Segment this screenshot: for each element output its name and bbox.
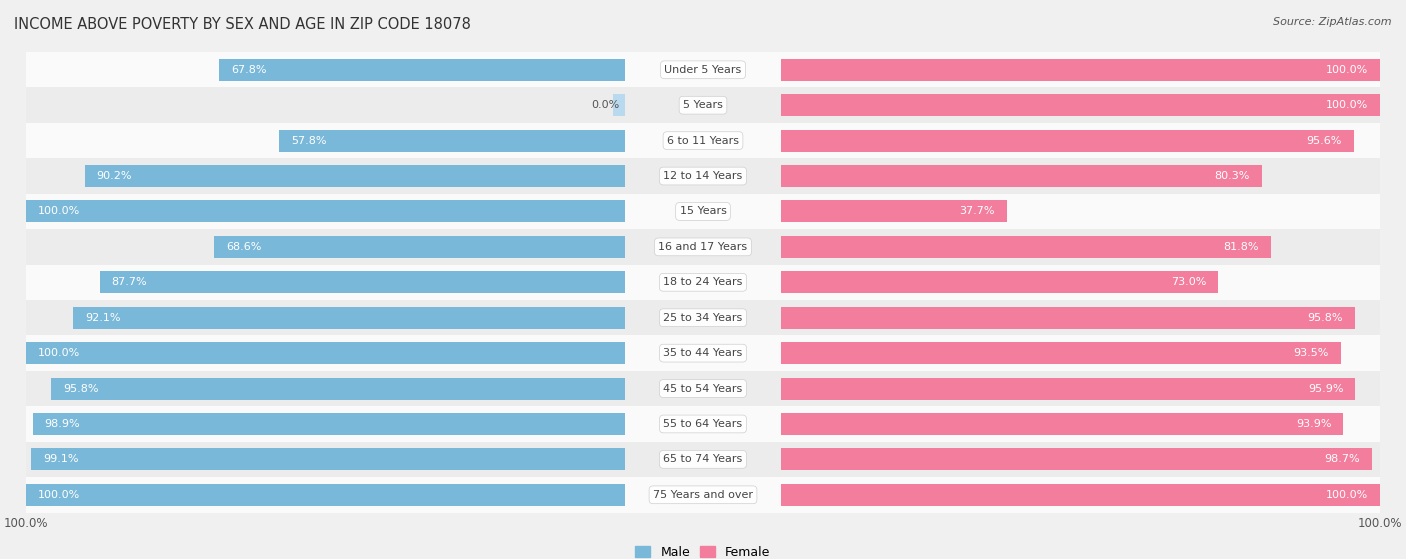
Text: 93.5%: 93.5% xyxy=(1294,348,1329,358)
Bar xyxy=(73,307,626,329)
Text: 90.2%: 90.2% xyxy=(97,171,132,181)
Bar xyxy=(780,307,1355,329)
Text: 95.6%: 95.6% xyxy=(1306,136,1341,146)
Text: 99.1%: 99.1% xyxy=(44,454,79,465)
Text: 73.0%: 73.0% xyxy=(1171,277,1206,287)
Bar xyxy=(780,413,1343,435)
Bar xyxy=(219,59,626,80)
Bar xyxy=(780,94,1379,116)
Text: 55 to 64 Years: 55 to 64 Years xyxy=(664,419,742,429)
Bar xyxy=(780,484,1379,506)
Bar xyxy=(780,342,1341,364)
Text: 37.7%: 37.7% xyxy=(959,206,995,216)
Bar xyxy=(27,484,626,506)
Bar xyxy=(780,271,1218,293)
Text: 95.9%: 95.9% xyxy=(1308,383,1343,394)
Text: 15 Years: 15 Years xyxy=(679,206,727,216)
Text: 35 to 44 Years: 35 to 44 Years xyxy=(664,348,742,358)
Text: 95.8%: 95.8% xyxy=(63,383,98,394)
Bar xyxy=(780,448,1372,470)
Text: 57.8%: 57.8% xyxy=(291,136,326,146)
Text: INCOME ABOVE POVERTY BY SEX AND AGE IN ZIP CODE 18078: INCOME ABOVE POVERTY BY SEX AND AGE IN Z… xyxy=(14,17,471,32)
Bar xyxy=(27,342,626,364)
Bar xyxy=(27,158,1379,194)
Bar xyxy=(27,442,1379,477)
Bar xyxy=(27,52,1379,88)
Text: 100.0%: 100.0% xyxy=(1326,490,1368,500)
Bar xyxy=(27,300,1379,335)
Text: 87.7%: 87.7% xyxy=(111,277,148,287)
Bar xyxy=(278,130,626,151)
Text: 80.3%: 80.3% xyxy=(1215,171,1250,181)
Bar xyxy=(27,477,1379,513)
Text: 98.7%: 98.7% xyxy=(1324,454,1360,465)
Bar xyxy=(780,165,1263,187)
Bar xyxy=(214,236,626,258)
Bar xyxy=(100,271,626,293)
Bar xyxy=(27,123,1379,158)
Bar xyxy=(27,264,1379,300)
Text: 25 to 34 Years: 25 to 34 Years xyxy=(664,312,742,323)
Text: 68.6%: 68.6% xyxy=(226,242,262,252)
Text: 100.0%: 100.0% xyxy=(1326,65,1368,75)
Bar xyxy=(613,94,626,116)
Text: 18 to 24 Years: 18 to 24 Years xyxy=(664,277,742,287)
Text: 95.8%: 95.8% xyxy=(1308,312,1343,323)
Bar xyxy=(27,406,1379,442)
Text: 81.8%: 81.8% xyxy=(1223,242,1258,252)
Text: 5 Years: 5 Years xyxy=(683,100,723,110)
Text: Under 5 Years: Under 5 Years xyxy=(665,65,741,75)
Text: 93.9%: 93.9% xyxy=(1296,419,1331,429)
Text: 6 to 11 Years: 6 to 11 Years xyxy=(666,136,740,146)
Bar xyxy=(27,88,1379,123)
Text: 75 Years and over: 75 Years and over xyxy=(652,490,754,500)
Text: 16 and 17 Years: 16 and 17 Years xyxy=(658,242,748,252)
Text: 100.0%: 100.0% xyxy=(38,348,80,358)
Bar xyxy=(27,194,1379,229)
Text: 67.8%: 67.8% xyxy=(231,65,266,75)
Bar xyxy=(780,59,1379,80)
Bar xyxy=(27,335,1379,371)
Bar xyxy=(27,371,1379,406)
Text: 12 to 14 Years: 12 to 14 Years xyxy=(664,171,742,181)
Bar xyxy=(780,201,1007,222)
Text: 45 to 54 Years: 45 to 54 Years xyxy=(664,383,742,394)
Legend: Male, Female: Male, Female xyxy=(630,541,776,559)
Bar xyxy=(51,377,626,400)
Text: 92.1%: 92.1% xyxy=(86,312,121,323)
Bar xyxy=(84,165,626,187)
Text: 100.0%: 100.0% xyxy=(1326,100,1368,110)
Bar xyxy=(780,236,1271,258)
Text: 65 to 74 Years: 65 to 74 Years xyxy=(664,454,742,465)
Bar xyxy=(27,201,626,222)
Text: 98.9%: 98.9% xyxy=(45,419,80,429)
Text: 100.0%: 100.0% xyxy=(38,490,80,500)
Text: Source: ZipAtlas.com: Source: ZipAtlas.com xyxy=(1274,17,1392,27)
Text: 0.0%: 0.0% xyxy=(591,100,619,110)
Text: 100.0%: 100.0% xyxy=(38,206,80,216)
Bar xyxy=(780,377,1355,400)
Bar xyxy=(27,229,1379,264)
Bar xyxy=(31,448,626,470)
Bar xyxy=(32,413,626,435)
Bar xyxy=(780,130,1354,151)
